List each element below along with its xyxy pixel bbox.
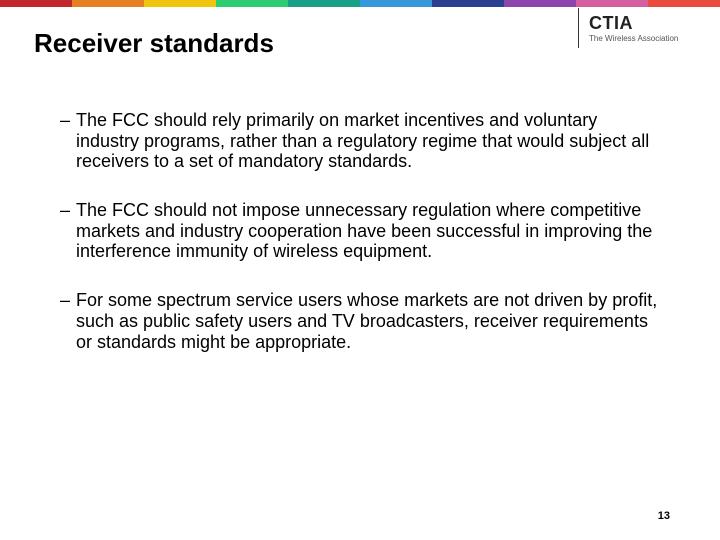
bullet-3: For some spectrum service users whose ma… <box>60 290 660 352</box>
page-number: 13 <box>658 510 670 522</box>
bar-seg <box>432 0 504 7</box>
bar-seg <box>576 0 648 7</box>
bullet-2: The FCC should not impose unnecessary re… <box>60 200 660 262</box>
bullet-1: The FCC should rely primarily on market … <box>60 110 660 172</box>
logo-tagline: The Wireless Association <box>589 34 708 43</box>
slide-body: The FCC should rely primarily on market … <box>60 110 660 380</box>
logo-text: CTIA <box>589 13 708 34</box>
bar-seg <box>144 0 216 7</box>
bar-seg <box>360 0 432 7</box>
bar-seg <box>288 0 360 7</box>
bar-seg <box>216 0 288 7</box>
bar-seg <box>504 0 576 7</box>
slide: CTIA The Wireless Association Receiver s… <box>0 0 720 540</box>
slide-title: Receiver standards <box>34 28 274 59</box>
bar-seg <box>0 0 72 7</box>
bar-seg <box>72 0 144 7</box>
logo: CTIA The Wireless Association <box>578 8 708 48</box>
top-rainbow-bar <box>0 0 720 7</box>
bar-seg <box>648 0 720 7</box>
